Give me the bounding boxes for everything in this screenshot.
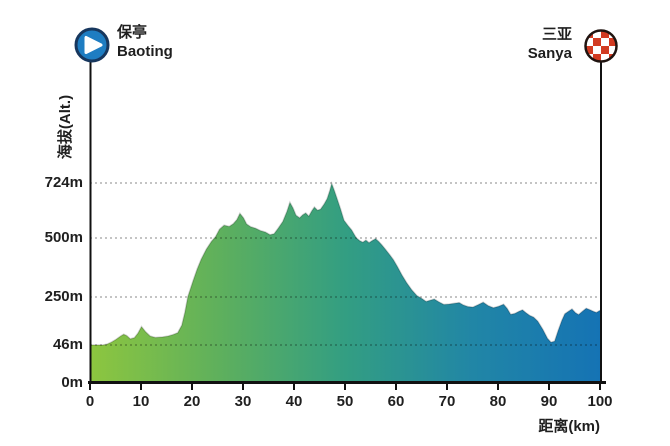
start-marker [74, 27, 110, 63]
y-tick-label: 0m [61, 374, 83, 391]
y-tick-label: 724m [44, 174, 83, 191]
finish-name-latin: Sanya [527, 45, 572, 62]
x-tick-label: 0 [85, 393, 95, 410]
x-tick-label: 30 [234, 393, 252, 410]
x-axis-title: 距离(km) [538, 418, 600, 435]
finish-name-cjk: 三亚 [541, 26, 572, 43]
x-tick-label: 70 [438, 393, 456, 410]
y-tick-label: 500m [44, 229, 83, 246]
play-icon [84, 36, 103, 54]
x-tick-label: 40 [285, 393, 303, 410]
x-tick-label: 20 [183, 393, 201, 410]
y-tick-label: 46m [52, 336, 83, 353]
axes-group [88, 60, 606, 390]
elevation-edge [90, 181, 601, 346]
start-name-latin: Baoting [117, 43, 173, 60]
y-tick-label: 250m [44, 288, 83, 305]
x-tick-label: 50 [336, 393, 354, 410]
x-tick-label: 10 [132, 393, 150, 410]
finish-marker [584, 29, 618, 63]
elevation-area [90, 183, 600, 383]
x-tick-label: 80 [489, 393, 507, 410]
start-label: 保亭 Baoting [117, 23, 173, 61]
gridlines-group [90, 182, 600, 346]
start-name-cjk: 保亭 [117, 24, 148, 41]
elevation-area-group [90, 181, 601, 383]
finish-label: 三亚 Sanya [422, 25, 572, 63]
x-tick-label: 90 [540, 393, 558, 410]
x-tick-label: 60 [387, 393, 405, 410]
finish-circle-ring [584, 29, 618, 63]
x-tick-label: 100 [587, 393, 613, 410]
